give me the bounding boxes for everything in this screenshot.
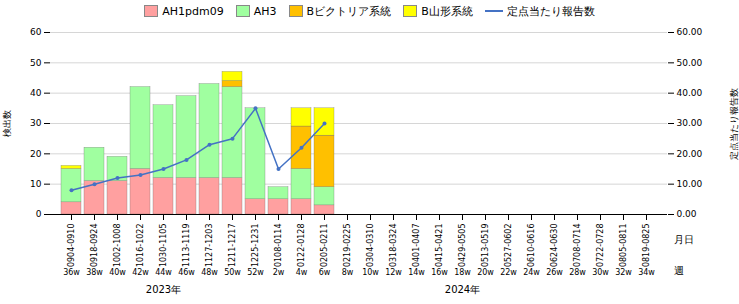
svg-text:12w: 12w bbox=[385, 268, 402, 277]
svg-text:44w: 44w bbox=[155, 268, 172, 277]
svg-text:0805-0811: 0805-0811 bbox=[619, 224, 628, 268]
svg-text:50.00: 50.00 bbox=[677, 58, 703, 68]
svg-text:40w: 40w bbox=[109, 268, 126, 277]
svg-text:50: 50 bbox=[30, 58, 42, 68]
svg-text:48w: 48w bbox=[201, 268, 218, 277]
svg-text:1127-1203: 1127-1203 bbox=[205, 224, 214, 268]
svg-text:0610-0616: 0610-0616 bbox=[527, 224, 536, 268]
svg-text:1002-1008: 1002-1008 bbox=[113, 224, 122, 268]
svg-text:0401-0407: 0401-0407 bbox=[412, 224, 421, 268]
svg-text:4w: 4w bbox=[296, 268, 308, 277]
svg-text:46w: 46w bbox=[178, 268, 195, 277]
svg-text:1016-1022: 1016-1022 bbox=[136, 224, 145, 268]
svg-text:週: 週 bbox=[674, 265, 684, 276]
svg-text:0527-0602: 0527-0602 bbox=[504, 224, 513, 268]
svg-text:0722-0728: 0722-0728 bbox=[596, 224, 605, 268]
svg-text:月日: 月日 bbox=[674, 234, 694, 245]
svg-text:2w: 2w bbox=[273, 268, 285, 277]
svg-text:36w: 36w bbox=[63, 268, 80, 277]
svg-text:1113-1119: 1113-1119 bbox=[182, 224, 191, 268]
svg-text:30.00: 30.00 bbox=[677, 118, 703, 128]
svg-text:0708-0714: 0708-0714 bbox=[573, 224, 582, 268]
svg-text:0122-0128: 0122-0128 bbox=[297, 224, 306, 268]
svg-text:2024年: 2024年 bbox=[445, 284, 480, 295]
svg-text:0819-0825: 0819-0825 bbox=[642, 224, 651, 268]
svg-text:40.00: 40.00 bbox=[677, 88, 703, 98]
html-text:Bビクトリア系統: Bビクトリア系統 bbox=[306, 4, 392, 18]
svg-text:0205-0211: 0205-0211 bbox=[320, 224, 329, 268]
svg-text:定点当たり報告数: 定点当たり報告数 bbox=[729, 88, 739, 160]
svg-text:60: 60 bbox=[30, 27, 42, 37]
svg-text:20: 20 bbox=[30, 149, 42, 159]
html-text:定点当たり報告数: 定点当たり報告数 bbox=[506, 4, 595, 18]
svg-text:0918-0924: 0918-0924 bbox=[90, 224, 99, 268]
svg-text:18w: 18w bbox=[454, 268, 471, 277]
html-text:AH3: AH3 bbox=[253, 4, 277, 18]
svg-text:0415-0421: 0415-0421 bbox=[435, 224, 444, 268]
svg-text:0304-0310: 0304-0310 bbox=[366, 224, 375, 268]
svg-text:6w: 6w bbox=[319, 268, 331, 277]
html-text:AH1pdm09: AH1pdm09 bbox=[162, 4, 224, 18]
svg-text:30: 30 bbox=[30, 118, 42, 128]
svg-text:0: 0 bbox=[36, 209, 42, 219]
svg-text:0108-0114: 0108-0114 bbox=[274, 224, 283, 268]
svg-text:10.00: 10.00 bbox=[677, 179, 703, 189]
svg-text:60.00: 60.00 bbox=[677, 27, 703, 37]
svg-text:28w: 28w bbox=[569, 268, 586, 277]
svg-text:0624-0630: 0624-0630 bbox=[550, 224, 559, 268]
svg-text:20w: 20w bbox=[477, 268, 494, 277]
svg-text:26w: 26w bbox=[546, 268, 563, 277]
svg-text:0429-0505: 0429-0505 bbox=[458, 224, 467, 268]
svg-text:16w: 16w bbox=[431, 268, 448, 277]
svg-text:0513-0519: 0513-0519 bbox=[481, 224, 490, 268]
svg-text:38w: 38w bbox=[86, 268, 103, 277]
svg-text:22w: 22w bbox=[500, 268, 517, 277]
svg-text:52w: 52w bbox=[247, 268, 264, 277]
svg-text:0318-0324: 0318-0324 bbox=[389, 224, 398, 268]
svg-text:2023年: 2023年 bbox=[146, 284, 181, 295]
svg-text:20.00: 20.00 bbox=[677, 149, 703, 159]
svg-text:32w: 32w bbox=[615, 268, 632, 277]
svg-text:14w: 14w bbox=[408, 268, 425, 277]
svg-text:1030-1105: 1030-1105 bbox=[159, 224, 168, 268]
svg-text:40: 40 bbox=[30, 88, 42, 98]
svg-text:50w: 50w bbox=[224, 268, 241, 277]
svg-text:30w: 30w bbox=[592, 268, 609, 277]
svg-text:10: 10 bbox=[30, 179, 42, 189]
svg-text:0.00: 0.00 bbox=[677, 209, 697, 219]
svg-text:1211-1217: 1211-1217 bbox=[228, 224, 237, 268]
svg-text:8w: 8w bbox=[342, 268, 354, 277]
html-text:B山形系統: B山形系統 bbox=[421, 4, 473, 18]
svg-text:24w: 24w bbox=[523, 268, 540, 277]
svg-text:1225-1231: 1225-1231 bbox=[251, 224, 260, 268]
svg-text:0904-0910: 0904-0910 bbox=[67, 224, 76, 268]
svg-text:10w: 10w bbox=[362, 268, 379, 277]
svg-text:検出数: 検出数 bbox=[2, 110, 12, 137]
svg-text:0219-0225: 0219-0225 bbox=[343, 224, 352, 268]
svg-text:34w: 34w bbox=[638, 268, 655, 277]
svg-text:42w: 42w bbox=[132, 268, 149, 277]
